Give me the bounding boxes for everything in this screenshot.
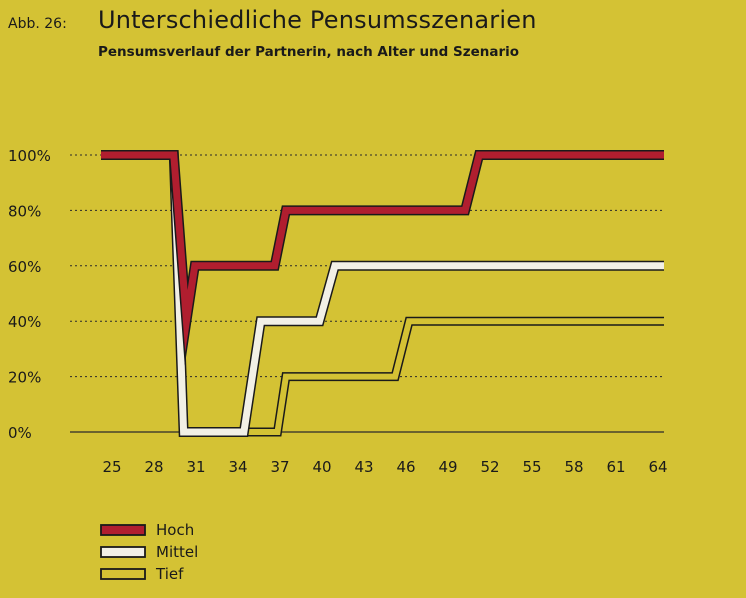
y-tick-label: 0%: [8, 424, 32, 442]
chart-subtitle: Pensumsverlauf der Partnerin, nach Alter…: [98, 44, 520, 60]
legend-label-hoch: Hoch: [156, 521, 194, 539]
series-lines: [101, 150, 664, 437]
series-line-hoch: [101, 151, 664, 353]
x-tick-label: 40: [312, 458, 331, 476]
x-tick-label: 58: [564, 458, 583, 476]
legend-swatch-hoch: [100, 524, 146, 536]
legend-label-mittel: Mittel: [156, 543, 198, 561]
y-tick-label: 80%: [8, 202, 41, 220]
x-tick-label: 37: [270, 458, 289, 476]
x-tick-label: 61: [606, 458, 625, 476]
chart-title: Unterschiedliche Pensumsszenarien: [98, 6, 537, 34]
x-tick-label: 55: [522, 458, 541, 476]
x-tick-label: 31: [186, 458, 205, 476]
x-tick-label: 49: [438, 458, 457, 476]
legend-swatch-tief: [100, 568, 146, 580]
x-tick-label: 46: [396, 458, 415, 476]
y-axis-ticks: 0% 20% 40% 60% 80% 100%: [8, 147, 51, 442]
legend: Hoch Mittel Tief: [100, 521, 198, 583]
grid-lines: [70, 154, 664, 433]
y-tick-label: 60%: [8, 258, 41, 276]
legend-swatch-mittel: [100, 546, 146, 558]
x-tick-label: 34: [228, 458, 247, 476]
legend-label-tief: Tief: [155, 565, 184, 583]
x-tick-label: 25: [102, 458, 121, 476]
x-tick-label: 43: [354, 458, 373, 476]
x-tick-label: 52: [480, 458, 499, 476]
figure-label: Abb. 26:: [8, 16, 67, 32]
x-axis-ticks: 25 28 31 34 37 40 43 46 49 52 55 58 61 64: [102, 458, 667, 476]
y-tick-label: 40%: [8, 313, 41, 331]
series-hoch: [101, 150, 664, 366]
y-tick-label: 20%: [8, 369, 41, 387]
y-tick-label: 100%: [8, 147, 51, 165]
x-tick-label: 64: [648, 458, 667, 476]
x-tick-label: 28: [144, 458, 163, 476]
